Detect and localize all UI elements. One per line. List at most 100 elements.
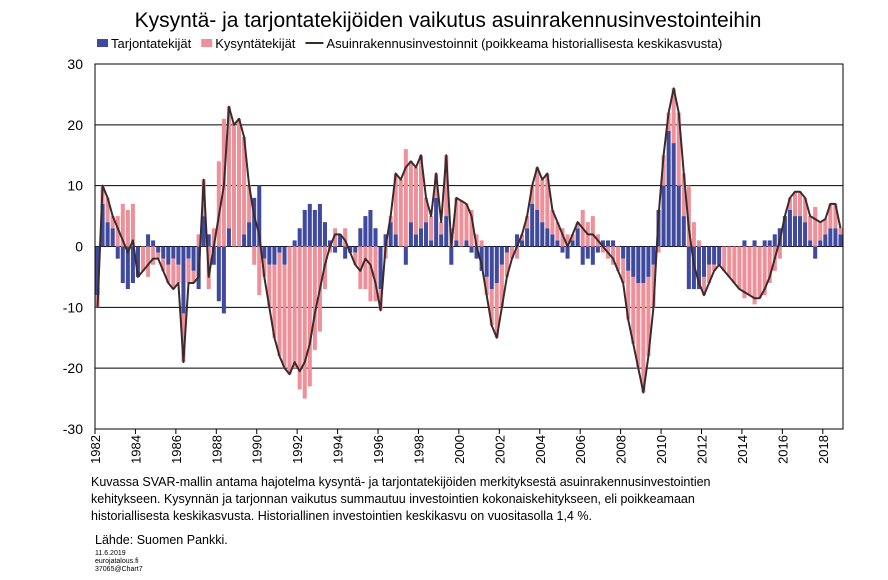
bar	[641, 246, 646, 283]
bar	[231, 124, 237, 247]
note: Kuvassa SVAR-mallin antama hajotelma kys…	[91, 475, 711, 489]
legend-swatch	[97, 39, 108, 47]
bar	[171, 246, 176, 259]
bar	[363, 246, 368, 290]
bar	[434, 197, 439, 247]
bar	[358, 228, 363, 247]
bar	[696, 240, 701, 247]
bar	[808, 216, 813, 241]
bar	[226, 106, 231, 229]
bar	[464, 240, 469, 247]
bar	[297, 246, 302, 390]
bar	[413, 234, 418, 247]
bar	[626, 270, 631, 320]
bar	[575, 222, 580, 229]
bar	[398, 179, 403, 247]
bar	[408, 222, 413, 247]
bar	[499, 246, 504, 265]
bar	[813, 206, 818, 247]
bar	[120, 203, 125, 247]
bar	[353, 246, 358, 253]
bar	[838, 228, 843, 235]
bar	[267, 246, 272, 265]
bar	[605, 240, 611, 247]
bar	[424, 197, 429, 223]
bar	[439, 222, 444, 235]
bar	[363, 216, 368, 247]
bar	[338, 234, 343, 247]
bar	[161, 258, 166, 271]
bar	[555, 222, 560, 241]
bar	[373, 246, 378, 302]
bar	[166, 246, 171, 265]
bar	[469, 246, 474, 253]
x-tick-label: 2004	[533, 435, 548, 464]
bar	[717, 246, 722, 265]
bar	[130, 203, 135, 247]
bar	[464, 203, 469, 241]
bar	[348, 246, 353, 253]
bar	[343, 246, 348, 259]
bar	[494, 246, 499, 283]
bar	[327, 240, 333, 247]
bar	[206, 234, 211, 247]
bar	[777, 246, 782, 259]
bar	[833, 203, 838, 229]
bar	[767, 240, 772, 247]
bar	[636, 246, 641, 283]
bar	[297, 228, 302, 247]
bar	[393, 234, 398, 247]
y-tick-label: -10	[63, 299, 83, 315]
bar	[651, 246, 656, 265]
bar	[752, 246, 757, 305]
bar	[595, 246, 600, 253]
bar	[661, 185, 666, 247]
bar	[671, 143, 676, 247]
bar	[838, 234, 843, 247]
x-tick-label: 1994	[331, 435, 346, 464]
bar	[535, 167, 540, 210]
bar	[252, 197, 257, 247]
bar	[656, 246, 661, 253]
bar	[676, 185, 681, 247]
bar	[176, 264, 181, 283]
bar	[115, 246, 120, 259]
bar	[226, 228, 231, 247]
x-tick-label: 1998	[411, 435, 426, 464]
bar	[762, 240, 767, 247]
bar	[504, 246, 509, 253]
bar	[600, 246, 605, 253]
bar	[312, 246, 317, 350]
bar	[808, 240, 813, 247]
bar	[818, 240, 823, 247]
bar	[798, 216, 803, 247]
bar	[707, 246, 712, 265]
bar	[247, 185, 252, 223]
bar	[454, 240, 459, 247]
legend-label: Asuinrakennusinvestoinnit (poikkeama his…	[326, 36, 722, 51]
bar	[368, 210, 373, 247]
bar	[585, 246, 590, 259]
bar	[550, 210, 555, 235]
bar	[757, 246, 762, 299]
bar	[565, 246, 570, 259]
bar	[287, 246, 292, 375]
y-tick-label: 30	[67, 56, 83, 72]
bar	[115, 216, 120, 247]
bar	[580, 246, 585, 265]
bar	[545, 173, 550, 229]
bar	[161, 246, 166, 259]
note: historiallisesta keskikasvusta. Historia…	[91, 509, 592, 523]
bar	[762, 246, 767, 296]
x-tick-label: 1984	[128, 435, 143, 464]
bar	[494, 283, 499, 338]
bar	[671, 88, 676, 144]
bar	[489, 246, 494, 290]
bar	[277, 252, 282, 356]
bar	[550, 234, 555, 247]
bar	[343, 228, 348, 247]
x-tick-label: 2010	[654, 435, 669, 464]
bar	[631, 246, 636, 277]
bar	[393, 173, 398, 235]
